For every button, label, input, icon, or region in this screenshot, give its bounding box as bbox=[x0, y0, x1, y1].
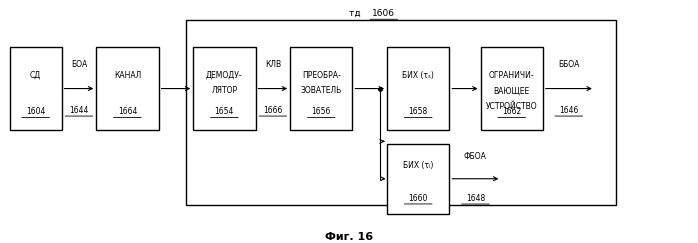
Text: 1660: 1660 bbox=[408, 194, 428, 203]
Text: 1654: 1654 bbox=[215, 107, 234, 116]
Text: 1658: 1658 bbox=[408, 107, 428, 116]
Text: 1606: 1606 bbox=[373, 9, 395, 18]
Text: ОГРАНИЧИ-: ОГРАНИЧИ- bbox=[489, 71, 535, 80]
Bar bbox=[480, 47, 543, 130]
Text: 1662: 1662 bbox=[502, 107, 521, 116]
Text: ПРЕОБРА-: ПРЕОБРА- bbox=[302, 71, 341, 80]
Text: УСТРОЙСТВО: УСТРОЙСТВО bbox=[486, 102, 537, 111]
Text: 1666: 1666 bbox=[263, 106, 283, 115]
Text: ДЕМОДУ-: ДЕМОДУ- bbox=[206, 71, 243, 80]
Text: ББОА: ББОА bbox=[558, 60, 579, 69]
Text: 1604: 1604 bbox=[26, 107, 45, 116]
Text: БИХ (τₛ): БИХ (τₛ) bbox=[402, 71, 434, 80]
Bar bbox=[96, 47, 158, 130]
Text: ВАЮЩЕЕ: ВАЮЩЕЕ bbox=[493, 86, 530, 95]
Text: ЛЯТОР: ЛЯТОР bbox=[211, 86, 237, 95]
Bar bbox=[387, 47, 450, 130]
Text: Фиг. 16: Фиг. 16 bbox=[325, 232, 373, 242]
Text: ФБОА: ФБОА bbox=[464, 152, 487, 161]
Text: БИХ (τᵢ): БИХ (τᵢ) bbox=[403, 161, 433, 170]
Text: КАНАЛ: КАНАЛ bbox=[114, 71, 141, 80]
Text: БОА: БОА bbox=[70, 60, 87, 69]
Text: ЗОВАТЕЛЬ: ЗОВАТЕЛЬ bbox=[301, 86, 342, 95]
Text: 1646: 1646 bbox=[559, 106, 579, 115]
Bar bbox=[10, 47, 61, 130]
Text: тд: тд bbox=[349, 9, 366, 18]
Text: 1644: 1644 bbox=[69, 106, 89, 115]
Bar bbox=[290, 47, 352, 130]
Bar bbox=[186, 20, 616, 205]
Bar bbox=[387, 144, 450, 214]
Text: КЛВ: КЛВ bbox=[265, 60, 281, 69]
Text: СД: СД bbox=[30, 71, 41, 80]
Text: 1648: 1648 bbox=[466, 194, 485, 203]
Text: 1656: 1656 bbox=[311, 107, 331, 116]
Text: 1664: 1664 bbox=[118, 107, 137, 116]
Bar bbox=[193, 47, 255, 130]
